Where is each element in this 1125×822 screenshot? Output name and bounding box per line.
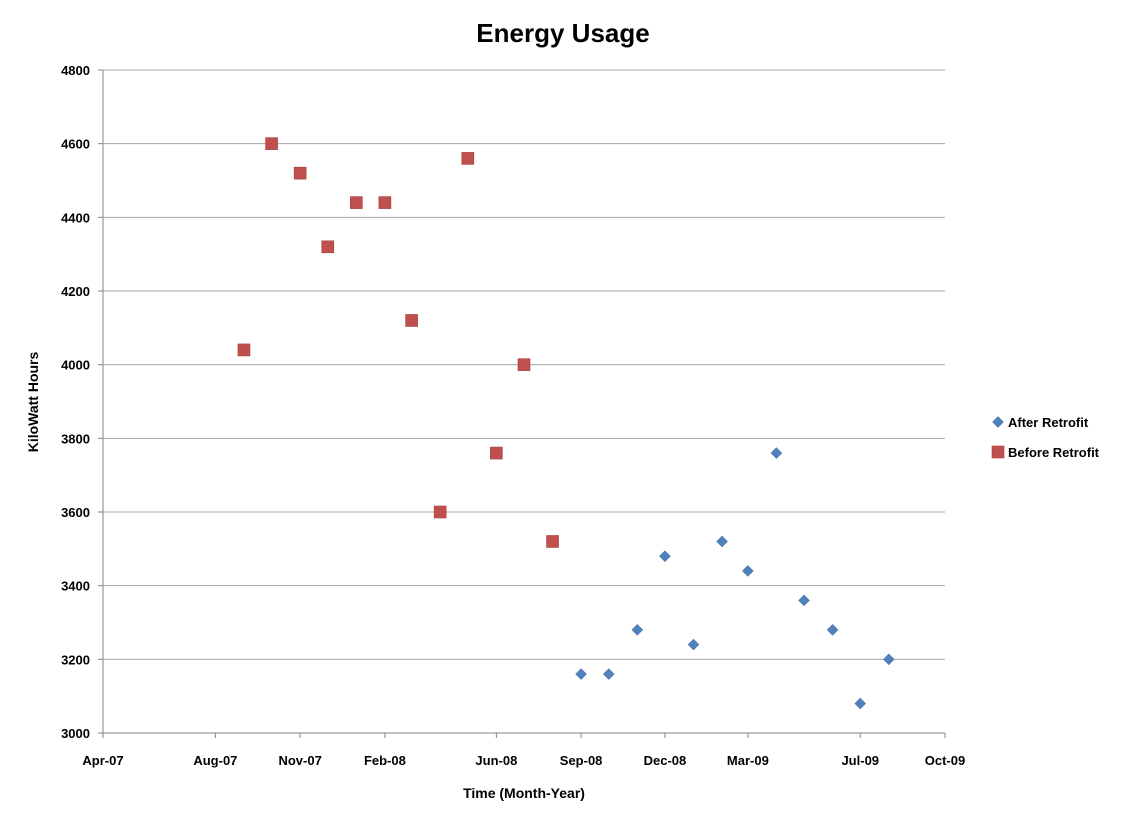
legend-label: After Retrofit: [1008, 415, 1089, 430]
legend-label: Before Retrofit: [1008, 445, 1100, 460]
data-point-diamond-7: [770, 447, 783, 459]
series-after-retrofit: [575, 447, 895, 710]
data-point-diamond-3: [659, 550, 671, 563]
legend: After Retrofit Before Retrofit: [991, 415, 1100, 460]
data-point-square-9: [490, 446, 503, 460]
y-tick-label-4800: 4800: [61, 63, 90, 78]
data-point-square-4: [350, 196, 363, 209]
data-point-diamond-1: [602, 668, 615, 680]
legend-marker-diamond: [992, 416, 1004, 428]
data-point-square-1: [265, 137, 278, 150]
x-tick-label-Apr-07: Apr-07: [82, 753, 123, 768]
x-tick-label-Sep-08: Sep-08: [560, 753, 603, 768]
y-tick-label-3800: 3800: [61, 431, 90, 446]
data-point-diamond-9: [826, 624, 839, 636]
x-tick-label-Aug-07: Aug-07: [193, 753, 237, 768]
data-point-square-10: [517, 358, 531, 371]
x-axis-ticks: Apr-07 Aug-07 Nov-07 Feb-08 Jun-08 Sep-08 Dec-…: [82, 733, 965, 768]
x-tick-label-Mar-09: Mar-09: [727, 753, 769, 768]
y-axis-ticks: 3000 3200 3400 3600 3800 4000 4200 4400 4600 4800: [61, 63, 103, 741]
legend-marker-square: [991, 445, 1005, 459]
y-tick-label-3400: 3400: [61, 579, 90, 594]
data-point-square-0: [237, 343, 251, 357]
x-tick-label-Nov-07: Nov-07: [278, 753, 321, 768]
data-point-diamond-4: [687, 638, 700, 651]
data-point-square-7: [433, 505, 447, 519]
data-point-square-8: [461, 152, 475, 165]
legend-item: After Retrofit: [992, 415, 1089, 430]
chart-title: Energy Usage: [476, 18, 649, 48]
data-point-diamond-11: [882, 653, 895, 666]
y-axis-title: KiloWatt Hours: [25, 351, 41, 452]
data-points: [237, 137, 895, 710]
series-before-retrofit: [237, 137, 559, 548]
data-point-square-11: [546, 535, 559, 548]
y-tick-label-4600: 4600: [61, 137, 90, 152]
x-tick-label-Oct-09: Oct-09: [925, 753, 965, 768]
data-point-diamond-5: [716, 535, 728, 548]
data-point-square-3: [321, 240, 335, 254]
x-tick-label-Jul-09: Jul-09: [841, 753, 879, 768]
data-point-diamond-2: [631, 624, 644, 636]
y-tick-label-4400: 4400: [61, 210, 90, 225]
y-tick-label-4200: 4200: [61, 284, 90, 299]
x-tick-label-Jun-08: Jun-08: [475, 753, 517, 768]
y-tick-label-3000: 3000: [61, 726, 90, 741]
y-tick-label-3200: 3200: [61, 652, 90, 667]
x-tick-label-Dec-08: Dec-08: [644, 753, 687, 768]
data-point-square-2: [293, 166, 307, 180]
x-axis-title: Time (Month-Year): [463, 785, 585, 801]
data-point-diamond-8: [798, 594, 810, 607]
data-point-diamond-10: [854, 697, 867, 710]
legend-item: Before Retrofit: [991, 445, 1100, 460]
data-point-square-6: [405, 314, 418, 327]
y-tick-label-4000: 4000: [61, 358, 90, 373]
x-tick-label-Feb-08: Feb-08: [364, 753, 406, 768]
data-point-diamond-0: [575, 668, 587, 680]
data-point-square-5: [378, 196, 392, 209]
y-tick-label-3600: 3600: [61, 505, 90, 520]
data-point-diamond-6: [742, 565, 754, 577]
